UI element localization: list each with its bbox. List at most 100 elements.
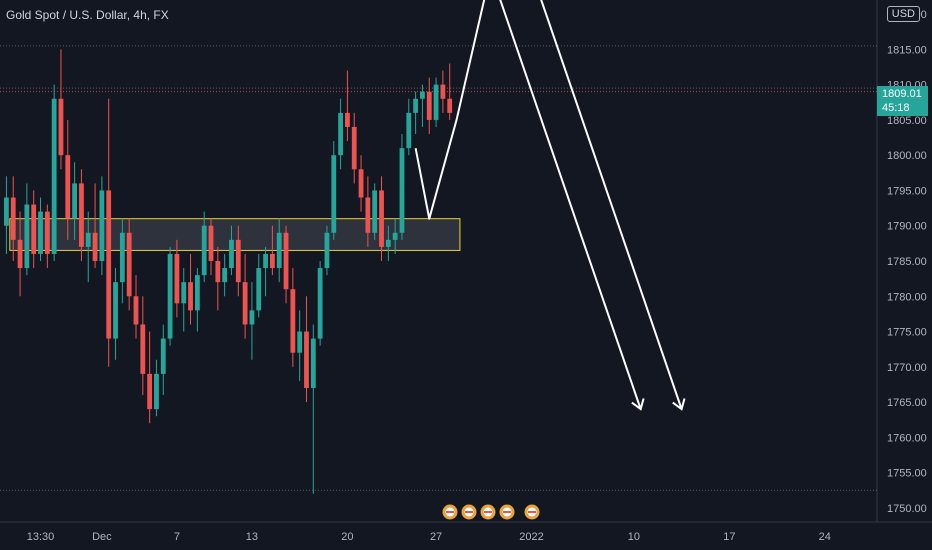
candle-body — [372, 190, 378, 233]
candle-body — [269, 253, 275, 269]
candle-body — [317, 268, 323, 339]
candle-body — [433, 84, 439, 120]
time-tick-label: 24 — [819, 531, 831, 543]
candle-body — [188, 282, 193, 311]
candle-body — [324, 232, 330, 269]
candle-body — [276, 232, 282, 269]
candle-body — [194, 275, 200, 311]
candle-body — [44, 211, 50, 254]
candle-body — [24, 204, 30, 269]
candle-body — [229, 239, 234, 269]
candle-body — [447, 98, 453, 113]
bar-countdown: 45:18 — [882, 102, 910, 114]
candle-body — [126, 232, 132, 297]
candle-body — [4, 197, 9, 226]
candle-body — [413, 98, 419, 113]
price-tick-label: 1770.00 — [887, 362, 927, 374]
candle-body — [160, 338, 166, 374]
candle-body — [181, 282, 187, 304]
candle-body — [379, 190, 384, 247]
candle-body — [304, 331, 309, 388]
candle-body — [201, 225, 207, 276]
price-tick-label: 1760.00 — [887, 432, 927, 444]
time-tick-label: 2022 — [519, 531, 543, 543]
projection-arrowhead — [672, 398, 686, 411]
price-tick-label: 1780.00 — [887, 291, 927, 303]
candle-body — [167, 253, 173, 339]
candle-body — [154, 373, 159, 410]
price-tick-label: 1765.00 — [887, 397, 927, 409]
time-tick-label: 7 — [174, 531, 180, 543]
candle-body — [222, 268, 228, 283]
candle-body — [208, 225, 214, 261]
event-flag-stripe — [484, 511, 492, 513]
price-tick-label: 1785.00 — [887, 256, 927, 268]
projection-arrowhead — [631, 398, 645, 411]
time-tick-label: Dec — [92, 531, 112, 543]
candle-body — [406, 112, 412, 149]
candle-body — [119, 232, 125, 283]
event-flag-stripe — [528, 511, 536, 513]
time-tick-label: 27 — [430, 531, 442, 543]
candle-body — [392, 232, 398, 240]
candle-body — [133, 296, 139, 325]
time-tick-label: 13 — [246, 531, 258, 543]
price-tick-label: 1790.00 — [887, 221, 927, 233]
candle-body — [92, 232, 98, 261]
candle-body — [58, 98, 64, 156]
support-zone-rect — [9, 218, 461, 251]
time-tick-label: 20 — [341, 531, 353, 543]
candle-body — [358, 169, 364, 198]
event-flag-stripe — [446, 511, 454, 513]
candle-body — [440, 84, 446, 99]
candle-body — [365, 197, 371, 233]
event-flag-stripe — [503, 511, 511, 513]
candle-body — [242, 282, 248, 325]
candle-body — [38, 211, 43, 254]
price-tick-label: 1805.00 — [887, 115, 927, 127]
candle-body — [174, 253, 180, 304]
candle-body — [51, 98, 57, 254]
candle-body — [338, 112, 343, 156]
candle-body — [140, 324, 146, 374]
candle-body — [345, 112, 350, 127]
price-tick-label: 1750.00 — [887, 503, 927, 515]
candle-body — [283, 232, 289, 290]
candle-body — [385, 239, 391, 247]
time-tick-label: 10 — [628, 531, 640, 543]
event-flag-stripe — [465, 511, 473, 513]
candle-body — [290, 289, 296, 353]
candle-body — [297, 331, 303, 353]
candle-body — [351, 126, 357, 170]
candle-body — [263, 253, 268, 269]
candle-body — [17, 239, 23, 269]
candle-body — [106, 190, 112, 339]
price-tick-label: 1800.00 — [887, 150, 927, 162]
candle-body — [249, 310, 255, 325]
price-tick-label: 1815.00 — [887, 44, 927, 56]
candle-body — [113, 282, 118, 339]
time-tick-label: 17 — [723, 531, 735, 543]
price-tick-label: 1795.00 — [887, 185, 927, 197]
last-price-badge: 1809.01 45:18 — [877, 86, 928, 116]
candle-body — [31, 204, 37, 254]
candle-body — [399, 148, 405, 233]
candle-body — [99, 190, 105, 261]
last-price-value: 1809.01 — [882, 88, 922, 100]
candle-body — [65, 155, 71, 219]
currency-button[interactable]: USD — [886, 6, 920, 22]
candle-body — [256, 268, 262, 311]
candle-body — [215, 261, 221, 283]
candle-body — [72, 183, 78, 219]
candle-body — [420, 91, 425, 99]
candle-body — [426, 91, 432, 120]
candle-body — [147, 373, 153, 410]
time-tick-label: 13:30 — [27, 531, 55, 543]
projection-path — [540, 0, 683, 410]
symbol-title[interactable]: Gold Spot / U.S. Dollar, 4h, FX — [6, 8, 169, 22]
price-tick-label: 1775.00 — [887, 327, 927, 339]
projection-path — [414, 0, 642, 410]
candle-body — [310, 338, 316, 388]
